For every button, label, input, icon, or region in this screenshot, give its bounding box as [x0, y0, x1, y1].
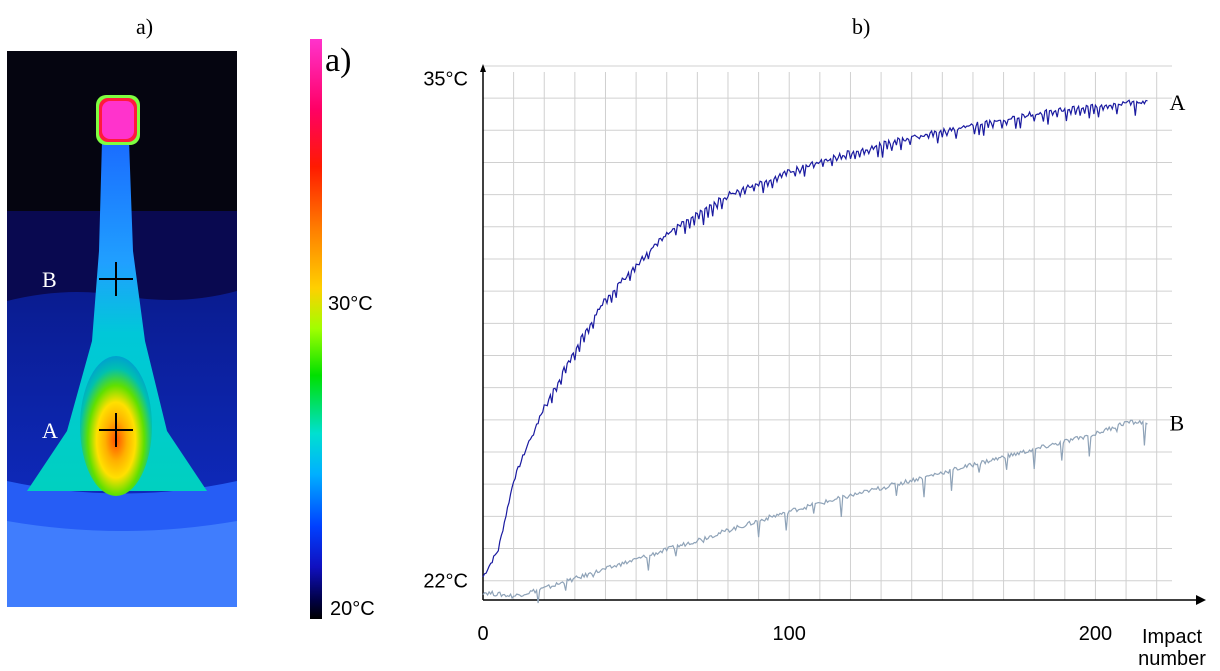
y-tick-label: 22°C [423, 571, 468, 593]
y-tick-label: 35°C [423, 69, 468, 91]
colorbar-min-label: 20°C [330, 598, 375, 620]
thermogram-markers: B A [42, 262, 133, 447]
point-a-label: A [42, 418, 58, 443]
colorbar [310, 39, 322, 619]
series-line-A [482, 99, 1148, 578]
panel-b-label: b) [852, 14, 871, 39]
thermogram-image [7, 51, 237, 607]
x-tick-label: 100 [773, 623, 806, 645]
point-b-label: B [42, 267, 57, 292]
x-axis-label: number [1138, 648, 1206, 670]
panel-a-label: a) [136, 14, 154, 39]
series-label-A: A [1170, 90, 1186, 115]
chart-series [482, 99, 1148, 604]
colorbar-mid-label: 30°C [328, 293, 373, 315]
x-tick-label: 200 [1079, 623, 1112, 645]
x-tick-label: 0 [477, 623, 488, 645]
chart-axes [480, 64, 1206, 605]
series-line-B [482, 419, 1148, 604]
series-label-B: B [1170, 410, 1185, 435]
y-axis-arrow [480, 64, 486, 72]
x-axis-arrow [1196, 595, 1206, 605]
chart-grid [482, 65, 1172, 600]
x-axis-label: Impact [1142, 626, 1202, 648]
colorbar-corner-label: a) [325, 42, 352, 79]
